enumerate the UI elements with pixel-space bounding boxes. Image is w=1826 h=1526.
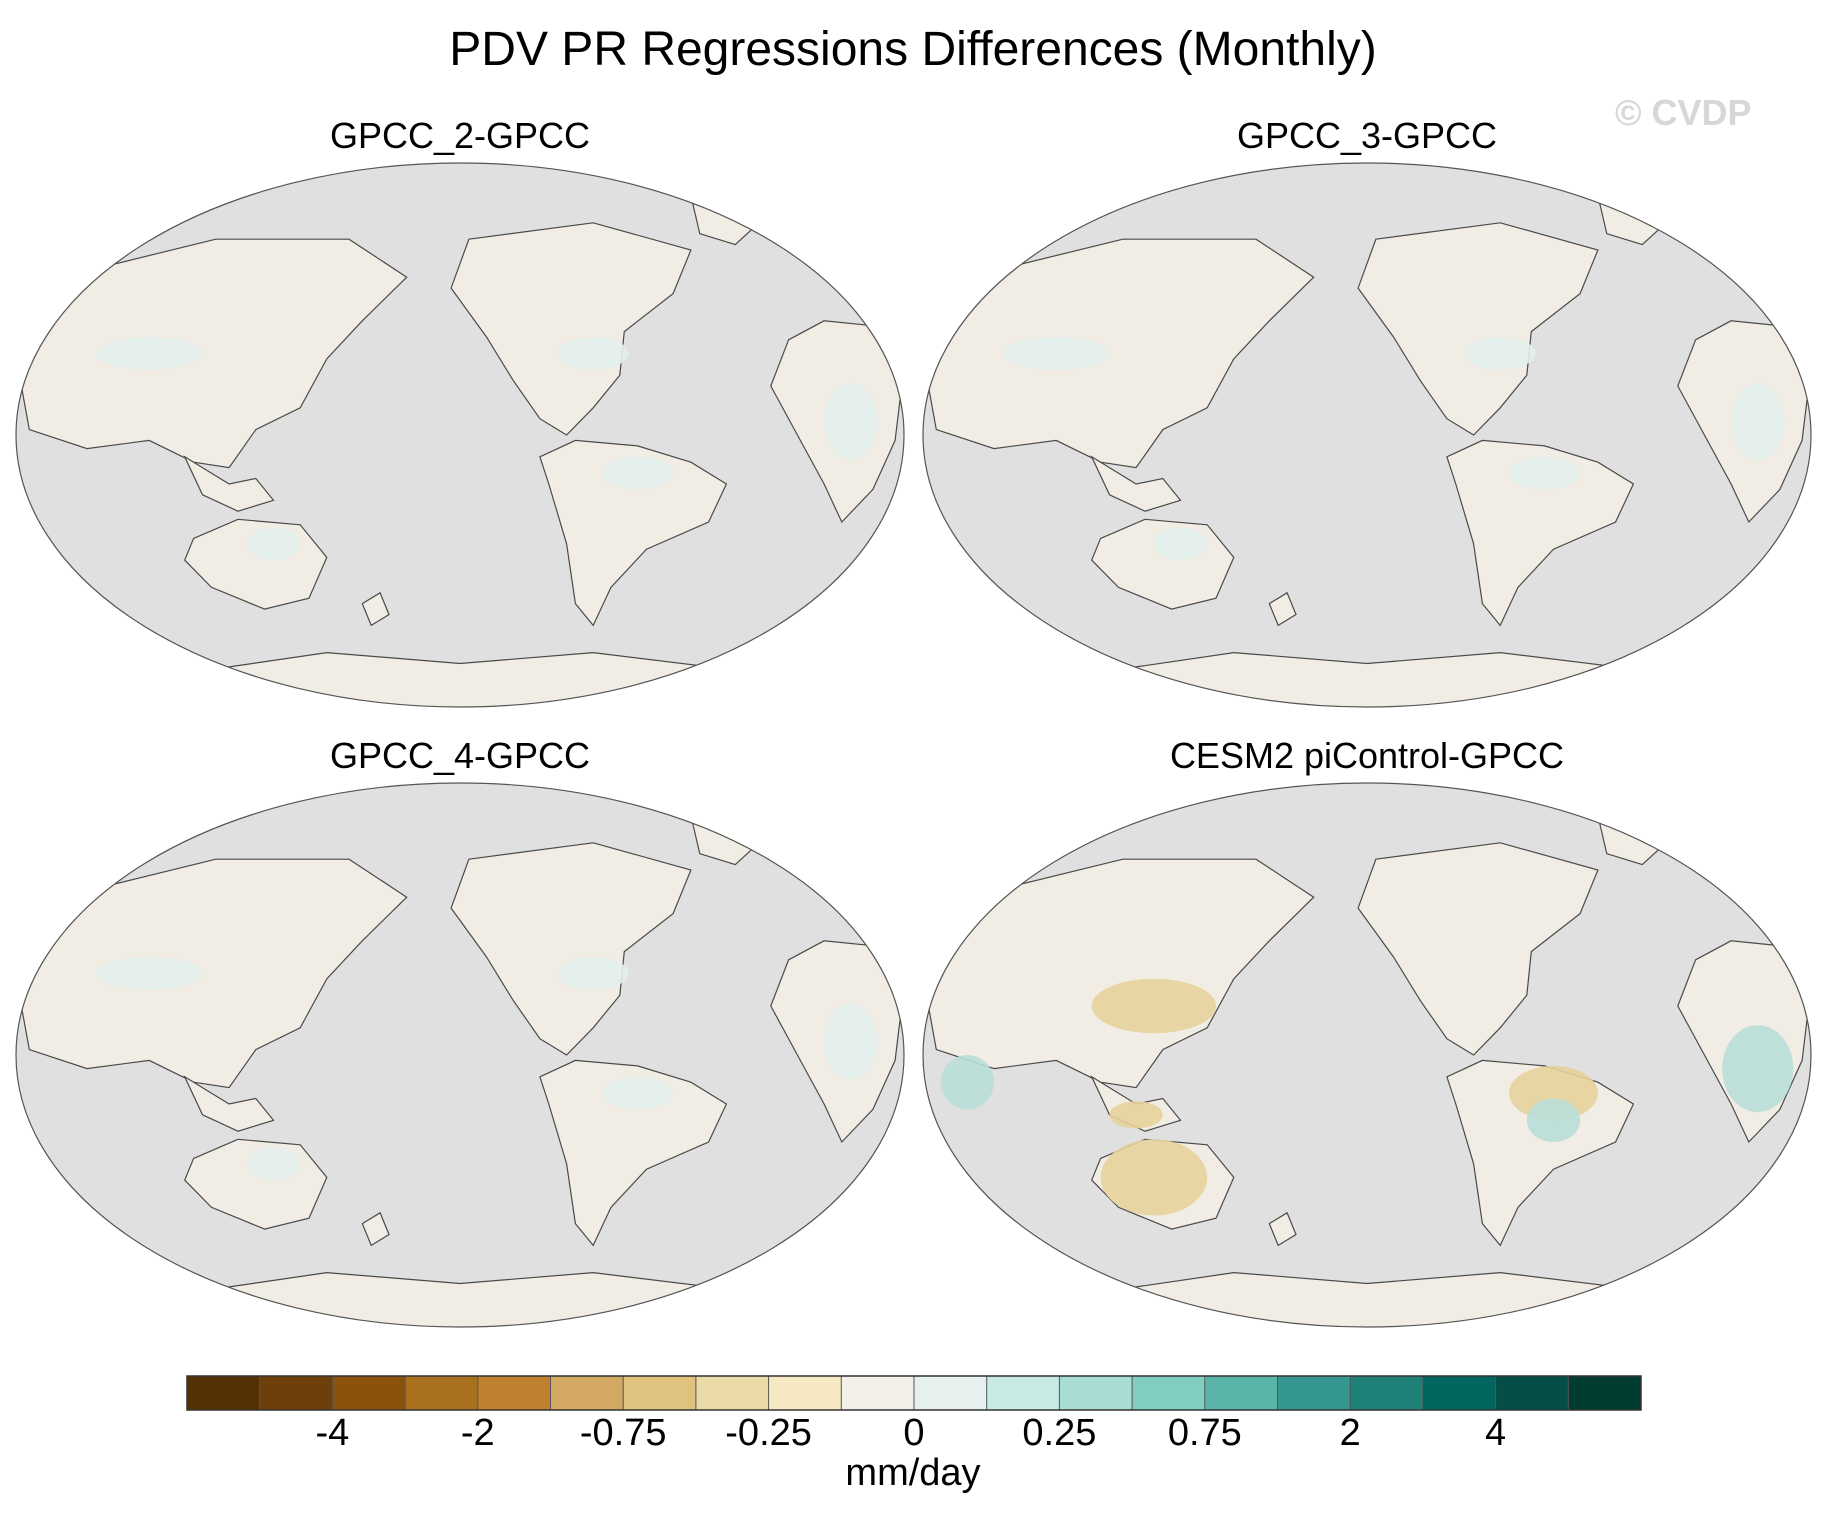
- anomaly-patch-2-1: [1002, 337, 1110, 370]
- colorbar-swatch: [1132, 1376, 1206, 1410]
- samerica-landmass-2: [1446, 439, 1635, 627]
- colorbar-swatch: [914, 1376, 988, 1410]
- anomaly-patch-1-2: [246, 527, 301, 561]
- anomaly-patch-3-1: [95, 957, 203, 990]
- map-panel-1: [15, 162, 905, 708]
- colorbar-swatch: [405, 1376, 479, 1410]
- namerica-landmass-1: [450, 222, 692, 436]
- colorbar-tick-label: 0: [903, 1412, 925, 1454]
- anomaly-patch-4-1: [1091, 978, 1217, 1034]
- seasia-landmass-2: [1090, 455, 1182, 512]
- colorbar-swatch: [841, 1376, 915, 1410]
- colorbar-tick-label: -2: [460, 1412, 495, 1454]
- colorbar-swatch: [259, 1376, 333, 1410]
- anomaly-patch-2-2: [1153, 527, 1208, 561]
- anomaly-patch-1-3: [602, 456, 674, 490]
- anomaly-patch-3-4: [824, 1003, 878, 1080]
- seasia-landmass-3: [183, 1075, 275, 1132]
- anomaly-patch-2-3: [1509, 456, 1581, 490]
- anomaly-patch-2-4: [1731, 383, 1785, 460]
- anomaly-patch-1-1: [95, 337, 203, 370]
- samerica-landmass-1: [539, 439, 728, 627]
- eurasia-landmass-1: [19, 238, 408, 469]
- anomaly-patch-4-4: [1526, 1098, 1581, 1143]
- samerica-landmass-3: [539, 1059, 728, 1247]
- namerica-landmass-4: [1357, 842, 1599, 1056]
- anomaly-patch-1-5: [557, 337, 629, 370]
- seasia-landmass-1: [183, 455, 275, 512]
- colorbar-swatch: [332, 1376, 406, 1410]
- nz-landmass-2: [1268, 591, 1297, 627]
- colorbar-units: mm/day: [845, 1452, 981, 1494]
- map-border-4: [922, 782, 1812, 1328]
- map-panel-3: [15, 782, 905, 1328]
- anomaly-patch-3-3: [602, 1076, 674, 1110]
- panel-title-4: CESM2 piControl-GPCC: [1169, 735, 1565, 776]
- eurasia-landmass-3: [19, 858, 408, 1089]
- colorbar-swatch: [1495, 1376, 1569, 1410]
- anomaly-patch-2-5: [1464, 337, 1536, 370]
- colorbar-swatch: [1568, 1376, 1642, 1410]
- anomaly-patch-4-2: [1100, 1139, 1208, 1216]
- colorbar-swatch: [1350, 1376, 1424, 1410]
- anomaly-patch-4-5: [1722, 1025, 1794, 1113]
- namerica-landmass-2: [1357, 222, 1599, 436]
- map-panel-4: [922, 782, 1812, 1328]
- namerica-landmass-3: [450, 842, 692, 1056]
- colorbar-tick-label: 4: [1485, 1412, 1507, 1454]
- colorbar-tick-label: 0.25: [1022, 1412, 1097, 1454]
- colorbar-swatch: [1277, 1376, 1351, 1410]
- anomaly-patch-3-5: [557, 957, 629, 990]
- colorbar-tick-label: -0.25: [725, 1412, 812, 1454]
- anomaly-patch-4-3: [1509, 1065, 1598, 1121]
- colorbar-swatch: [1204, 1376, 1278, 1410]
- anomaly-patch-4-6: [940, 1055, 995, 1110]
- cvdp-watermark: © CVDP: [1615, 92, 1752, 133]
- panel-title-2: GPCC_3-GPCC: [1236, 115, 1498, 156]
- colorbar-swatch: [1059, 1376, 1133, 1410]
- colorbar-swatch: [623, 1376, 697, 1410]
- colorbar-swatch: [550, 1376, 624, 1410]
- colorbar-tick-label: -0.75: [579, 1412, 667, 1454]
- anomaly-patch-4-7: [1109, 1101, 1163, 1129]
- colorbar-swatch: [986, 1376, 1060, 1410]
- colorbar-tick-label: 2: [1339, 1412, 1361, 1454]
- map-border-2: [922, 162, 1812, 708]
- colorbar-tick-label: -4: [315, 1412, 350, 1454]
- colorbar: [186, 1375, 1642, 1411]
- anomaly-patch-3-2: [246, 1147, 301, 1181]
- nz-landmass-4: [1268, 1211, 1297, 1247]
- colorbar-swatch: [477, 1376, 551, 1410]
- eurasia-landmass-2: [926, 238, 1315, 469]
- figure-title: PDV PR Regressions Differences (Monthly): [449, 23, 1377, 76]
- colorbar-swatch: [1422, 1376, 1497, 1410]
- colorbar-swatch: [187, 1376, 261, 1410]
- colorbar-swatch: [695, 1376, 770, 1410]
- map-border-3: [15, 782, 905, 1328]
- nz-landmass-3: [361, 1211, 390, 1247]
- colorbar-tick-label: 0.75: [1167, 1412, 1242, 1454]
- anomaly-patch-1-4: [824, 383, 878, 460]
- nz-landmass-1: [361, 591, 390, 627]
- map-border-1: [15, 162, 905, 708]
- colorbar-swatch: [768, 1376, 842, 1410]
- colorbar-frame: [186, 1375, 1642, 1411]
- panel-title-1: GPCC_2-GPCC: [329, 115, 591, 156]
- panel-title-3: GPCC_4-GPCC: [329, 735, 591, 776]
- map-panel-2: [922, 162, 1812, 708]
